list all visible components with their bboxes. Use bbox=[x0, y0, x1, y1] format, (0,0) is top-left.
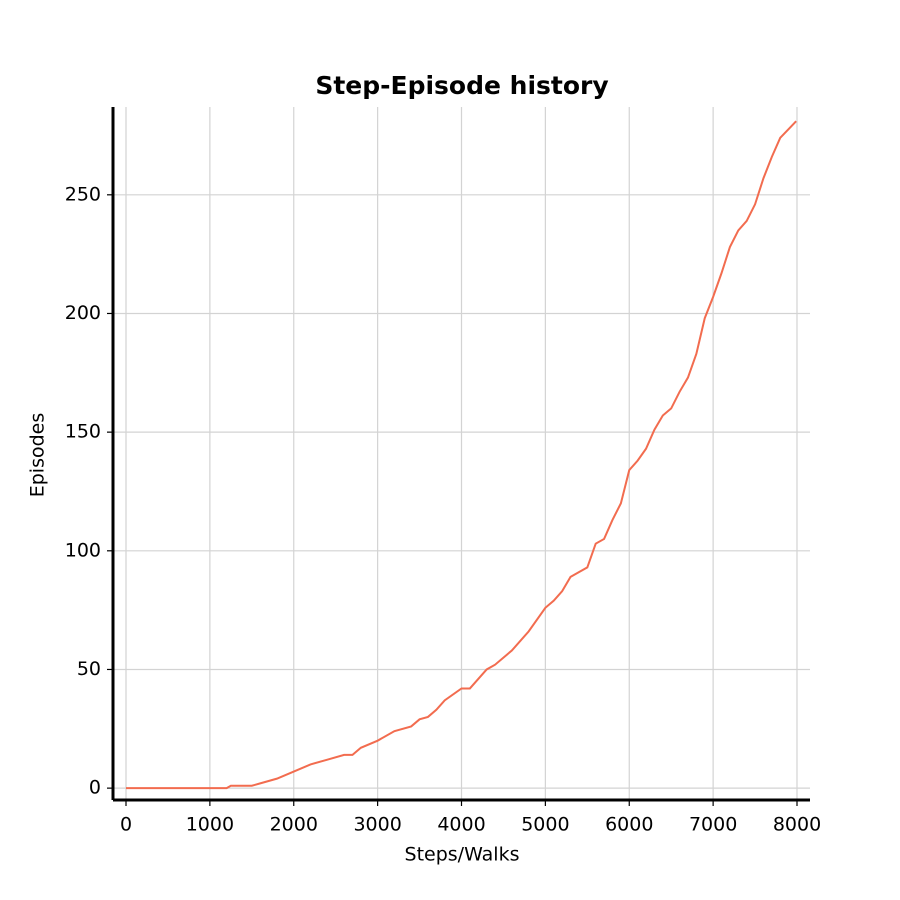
y-tick-label: 200 bbox=[65, 302, 101, 324]
x-tick-label: 1000 bbox=[186, 814, 234, 836]
y-tick-label: 0 bbox=[89, 777, 101, 799]
x-tick-label: 4000 bbox=[437, 814, 485, 836]
x-tick-label: 7000 bbox=[689, 814, 737, 836]
y-tick-label: 100 bbox=[65, 539, 101, 561]
y-tick-label: 50 bbox=[77, 658, 101, 680]
x-tick-label: 6000 bbox=[605, 814, 653, 836]
x-tick-label: 0 bbox=[120, 814, 132, 836]
y-axis-label: Episodes bbox=[27, 413, 49, 498]
data-line bbox=[126, 120, 797, 790]
x-tick-label: 8000 bbox=[773, 814, 821, 836]
x-tick-label: 5000 bbox=[521, 814, 569, 836]
y-tick-label: 250 bbox=[65, 183, 101, 205]
chart-title: Step-Episode history bbox=[315, 71, 608, 100]
x-tick-label: 2000 bbox=[270, 814, 318, 836]
y-tick-label: 150 bbox=[65, 421, 101, 443]
x-tick-label: 3000 bbox=[353, 814, 401, 836]
x-axis-label: Steps/Walks bbox=[405, 844, 520, 866]
